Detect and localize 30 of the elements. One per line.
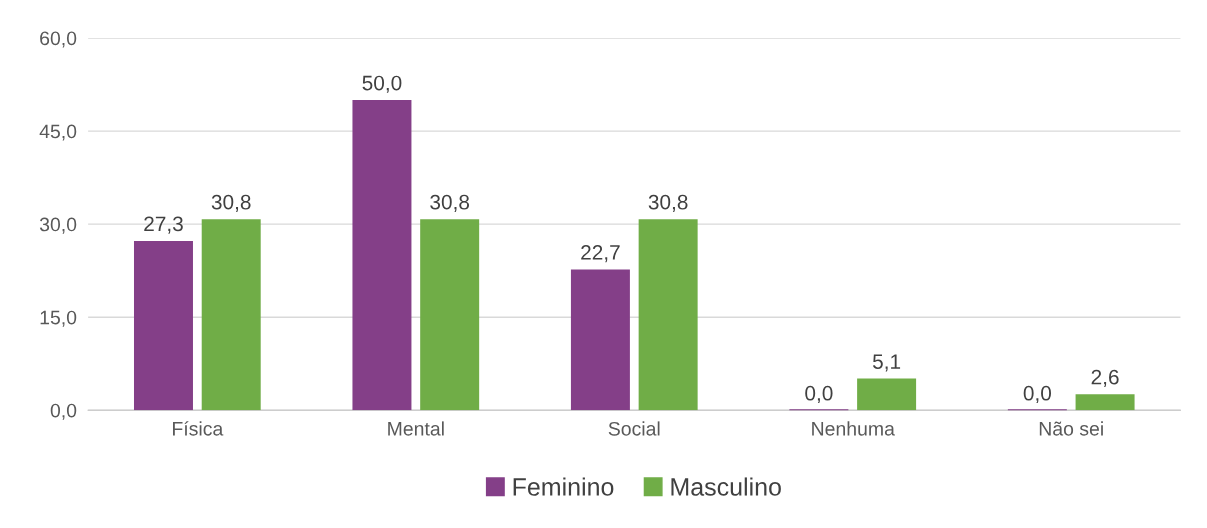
data-label: 27,3 xyxy=(144,216,183,234)
data-label: 30,8 xyxy=(430,194,470,212)
bar xyxy=(420,219,480,411)
bar xyxy=(570,269,630,411)
legend-label: Feminino xyxy=(513,477,614,496)
data-label: 0,0 xyxy=(1023,385,1052,404)
data-label: 5,1 xyxy=(872,354,901,372)
data-label: 0,0 xyxy=(805,385,833,404)
bar xyxy=(201,219,261,411)
x-tick-label: Não sei xyxy=(1039,421,1103,436)
x-tick-label: Física xyxy=(173,421,224,436)
y-tick-label: 15,0 xyxy=(40,310,77,327)
x-tick-label: Nenhuma xyxy=(812,421,895,436)
data-label: 22,7 xyxy=(581,245,620,263)
y-tick-label: 0,0 xyxy=(50,403,77,420)
bar xyxy=(1075,394,1135,411)
data-label: 2,6 xyxy=(1091,369,1119,387)
x-tick-label: Social xyxy=(608,421,660,436)
data-label: 30,8 xyxy=(211,194,251,212)
legend-label: Masculino xyxy=(671,477,781,496)
bar xyxy=(352,100,412,411)
y-tick-label: 60,0 xyxy=(40,31,77,48)
bar xyxy=(638,219,698,411)
y-tick-label: 30,0 xyxy=(39,217,77,234)
y-tick-label: 45,0 xyxy=(39,124,77,141)
bar xyxy=(133,240,193,411)
data-label: 50,0 xyxy=(362,75,402,93)
data-label: 30,8 xyxy=(648,194,688,212)
bar xyxy=(857,378,917,411)
x-tick-label: Mental xyxy=(388,421,444,436)
